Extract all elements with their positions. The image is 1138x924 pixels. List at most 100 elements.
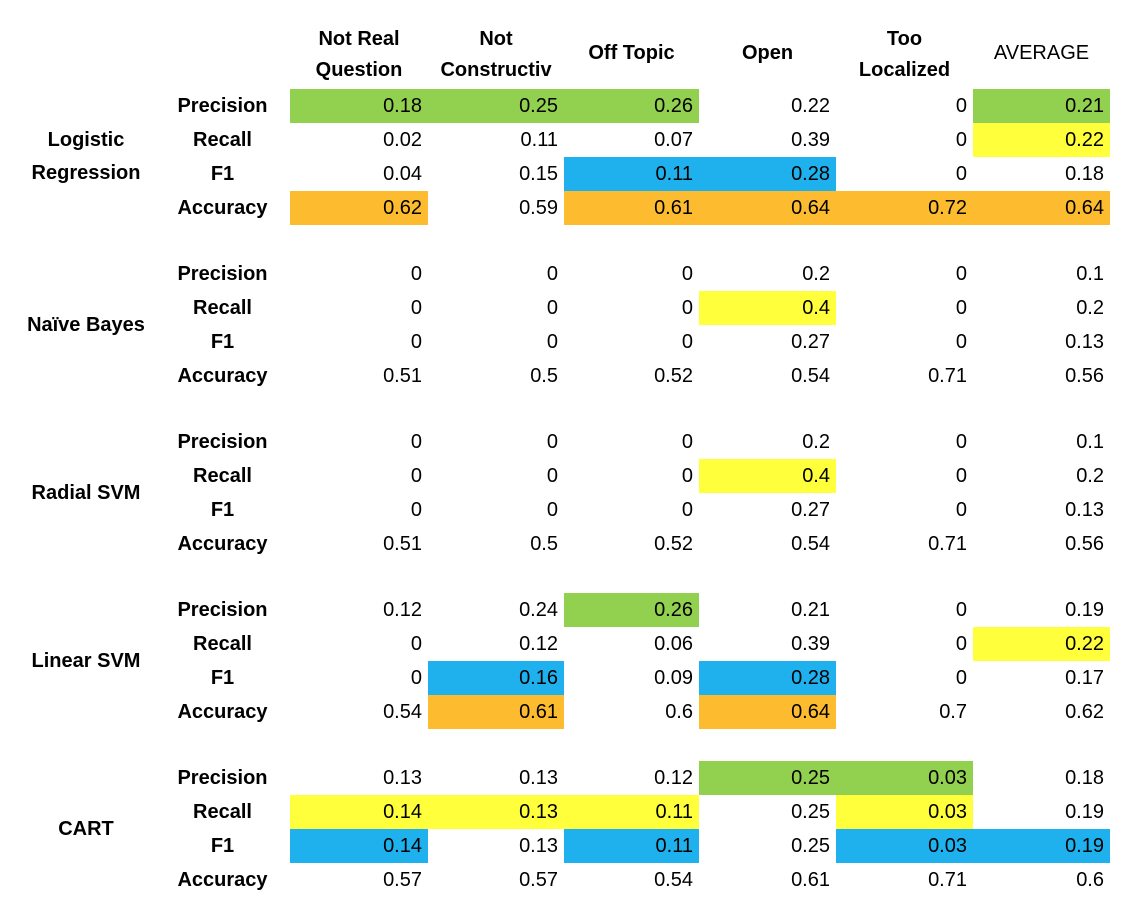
table-cell: 0 [955, 129, 967, 151]
table-cell: 0 [410, 431, 422, 453]
table-cell: 0 [410, 465, 422, 487]
column-header: AVERAGE [993, 42, 1090, 64]
metric-label: F1 [210, 499, 235, 521]
table-cell: 0.56 [1065, 533, 1104, 555]
table-cell: 0.14 [290, 795, 428, 829]
table-cell: 0 [955, 163, 967, 185]
table-cell: 0.18 [1065, 163, 1104, 185]
table-cell: 0.27 [791, 331, 830, 353]
table-cell: 0.64 [973, 191, 1110, 225]
table-cell: 0 [955, 465, 967, 487]
table-cell: 0.52 [654, 365, 693, 387]
table-cell: 0.13 [519, 767, 558, 789]
table-cell: 0.21 [791, 599, 830, 621]
table-cell: 0.25 [699, 761, 836, 795]
table-cell: 0.71 [928, 869, 967, 891]
table-cell: 0 [955, 599, 967, 621]
table-cell: 0.64 [699, 695, 836, 729]
metric-label: Accuracy [177, 365, 268, 387]
table-cell: 0.56 [1065, 365, 1104, 387]
metric-label: Recall [193, 129, 252, 151]
table-cell: 0.22 [973, 627, 1110, 661]
table-cell: 0.26 [564, 593, 699, 627]
metric-label: Recall [193, 465, 252, 487]
metric-label: Accuracy [177, 533, 268, 555]
table-cell: 0.2 [802, 263, 830, 285]
table-cell: 0.24 [519, 599, 558, 621]
metric-label: Recall [193, 633, 252, 655]
table-cell: 0.39 [791, 633, 830, 655]
metric-label: Precision [177, 431, 268, 453]
table-cell: 0.1 [1076, 263, 1104, 285]
table-cell: 0 [410, 263, 422, 285]
table-cell: 0.16 [428, 661, 564, 695]
table-cell: 0.06 [654, 633, 693, 655]
metric-label: F1 [210, 835, 235, 857]
table-cell: 0.54 [791, 365, 830, 387]
table-cell: 0.18 [290, 89, 428, 123]
table-cell: 0.52 [654, 533, 693, 555]
table-cell: 0 [681, 297, 693, 319]
column-header: Off Topic [588, 42, 675, 64]
table-cell: 0.03 [836, 829, 973, 863]
table-cell: 0 [410, 331, 422, 353]
metric-label: Precision [177, 95, 268, 117]
table-cell: 0.51 [383, 365, 422, 387]
table-cell: 0.28 [699, 661, 836, 695]
table-cell: 0.26 [564, 89, 699, 123]
model-name: Linear SVM [31, 649, 141, 672]
table-cell: 0.5 [530, 533, 558, 555]
table-cell: 0.64 [699, 191, 836, 225]
table-cell: 0.11 [564, 157, 699, 191]
table-cell: 0.28 [699, 157, 836, 191]
metric-label: Recall [193, 297, 252, 319]
table-cell: 0.13 [428, 795, 564, 829]
metric-label: Precision [177, 599, 268, 621]
metric-label: Precision [177, 767, 268, 789]
model-name: Logistic Regression [31, 129, 141, 184]
table-cell: 0.6 [1076, 869, 1104, 891]
table-cell: 0.19 [1065, 801, 1104, 823]
table-cell: 0.15 [519, 163, 558, 185]
column-header: Too Localized [858, 28, 951, 81]
model-name: Radial SVM [31, 481, 141, 504]
table-cell: 0 [955, 263, 967, 285]
table-cell: 0 [955, 633, 967, 655]
table-cell: 0.7 [939, 701, 967, 723]
table-cell: 0.25 [791, 801, 830, 823]
table-cell: 0.22 [973, 123, 1110, 157]
table-cell: 0 [955, 667, 967, 689]
table-cell: 0 [681, 331, 693, 353]
table-cell: 0.04 [383, 163, 422, 185]
table-cell: 0 [546, 499, 558, 521]
table-cell: 0.11 [564, 795, 699, 829]
metric-label: Accuracy [177, 197, 268, 219]
table-cell: 0 [546, 331, 558, 353]
metric-label: F1 [210, 331, 235, 353]
table-cell: 0 [681, 263, 693, 285]
table-cell: 0.09 [654, 667, 693, 689]
table-cell: 0.57 [519, 869, 558, 891]
column-header: Open [741, 42, 794, 64]
table-cell: 0.17 [1065, 667, 1104, 689]
table-cell: 0.62 [1065, 701, 1104, 723]
table-cell: 0 [955, 431, 967, 453]
table-cell: 0.2 [1076, 297, 1104, 319]
metric-label: Accuracy [177, 701, 268, 723]
table-cell: 0.25 [791, 835, 830, 857]
table-cell: 0.03 [836, 761, 973, 795]
table-cell: 0.59 [519, 197, 558, 219]
table-cell: 0.12 [519, 633, 558, 655]
table-cell: 0.2 [1076, 465, 1104, 487]
table-cell: 0.54 [791, 533, 830, 555]
table-cell: 0.18 [1065, 767, 1104, 789]
table-cell: 0.2 [802, 431, 830, 453]
table-cell: 0 [546, 263, 558, 285]
table-cell: 0.07 [654, 129, 693, 151]
metric-label: F1 [210, 667, 235, 689]
table-cell: 0.13 [383, 767, 422, 789]
table-cell: 0 [955, 95, 967, 117]
table-cell: 0.22 [791, 95, 830, 117]
table-cell: 0.72 [836, 191, 973, 225]
